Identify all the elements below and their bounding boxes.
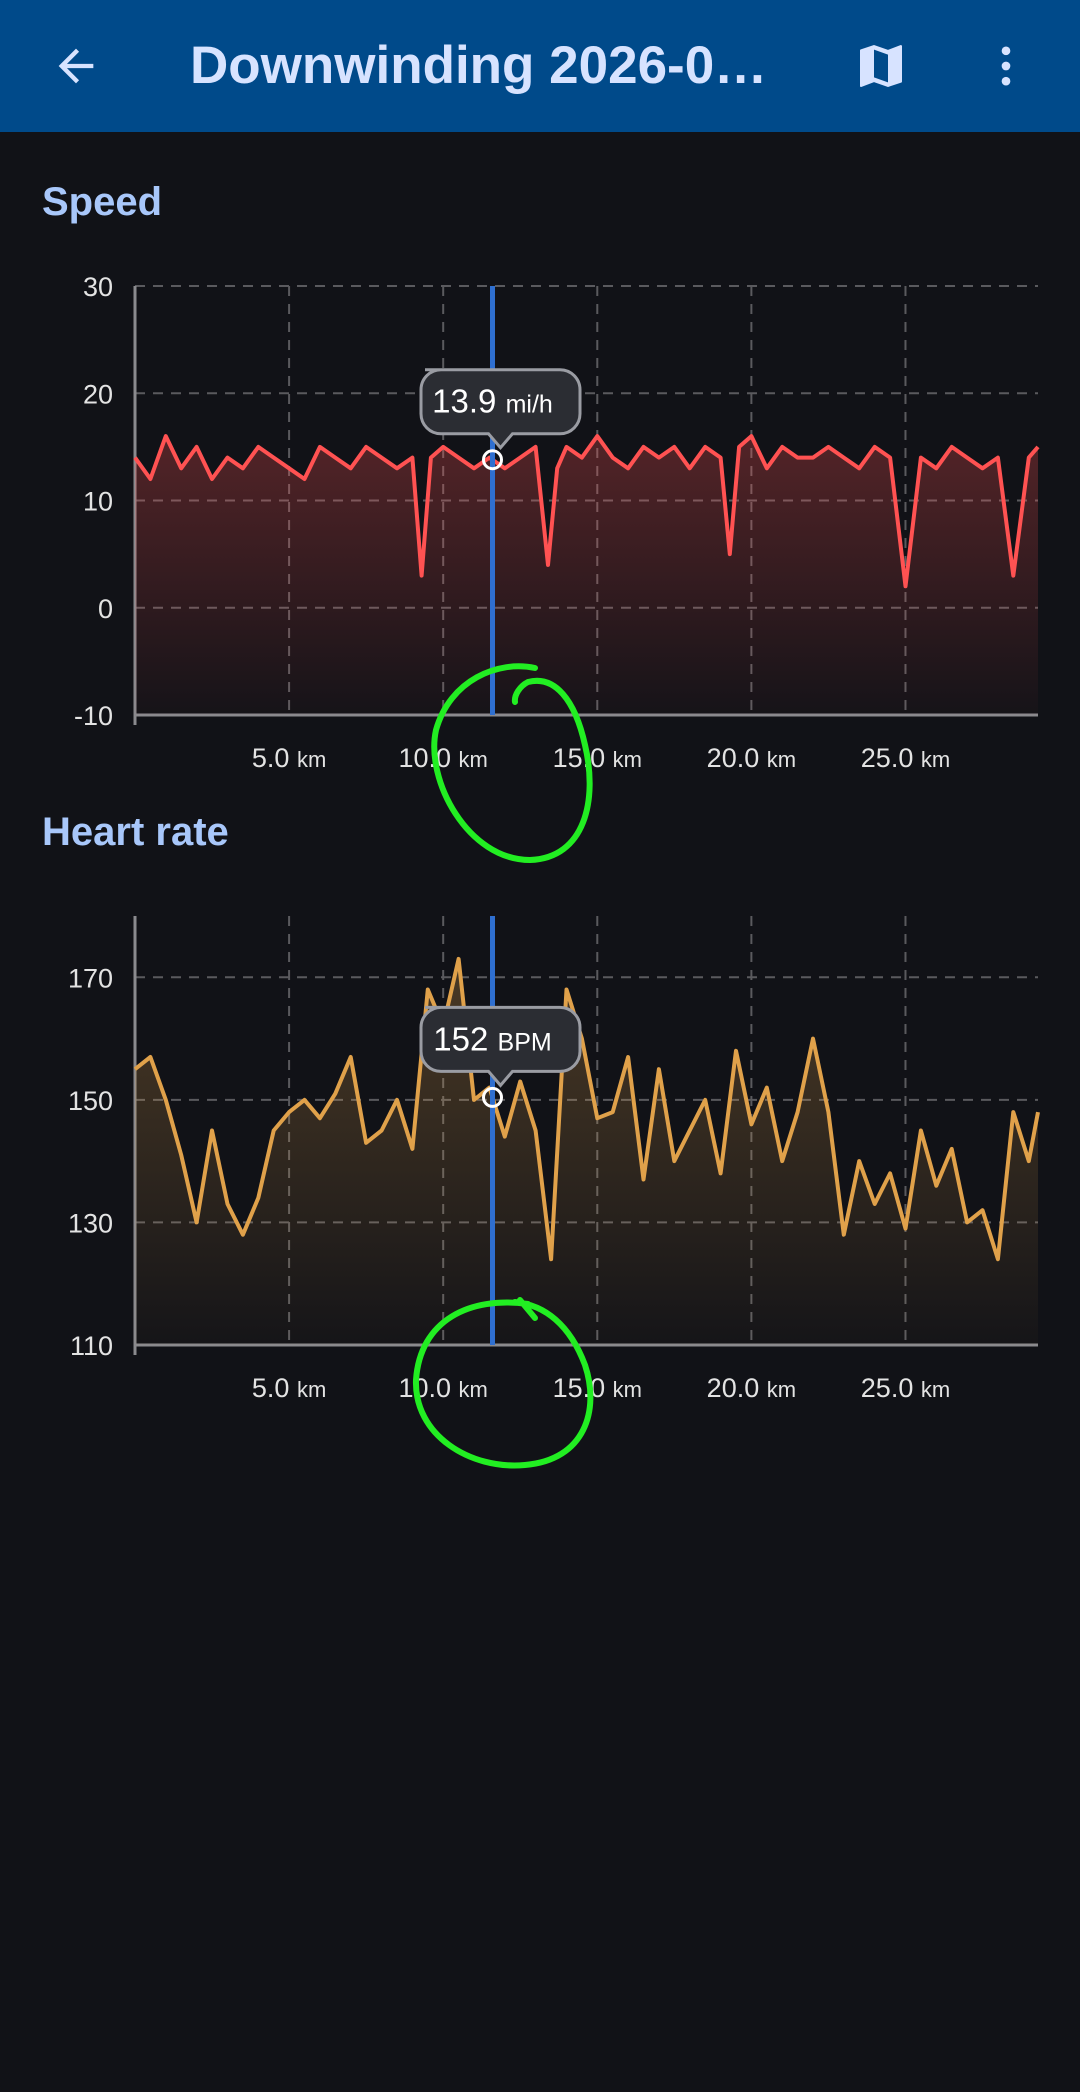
more-options-button[interactable] bbox=[940, 0, 1072, 132]
x-tick-label: 10.0 km bbox=[398, 1373, 487, 1403]
arrow-left-icon bbox=[58, 48, 94, 84]
cursor-marker bbox=[482, 1086, 504, 1108]
x-tick-label: 25.0 km bbox=[861, 1373, 950, 1403]
tooltip-value: 152 BPM bbox=[433, 1020, 551, 1057]
annotation-circle-speed bbox=[431, 663, 593, 864]
more-vertical-icon bbox=[1001, 46, 1011, 86]
y-tick-label: 0 bbox=[98, 594, 113, 624]
y-tick-label: 170 bbox=[68, 963, 113, 993]
map-icon bbox=[860, 45, 902, 87]
x-tick-label: 20.0 km bbox=[707, 743, 796, 773]
y-tick-label: -10 bbox=[74, 701, 113, 731]
x-tick-label: 5.0 km bbox=[252, 1373, 326, 1403]
y-tick-label: 130 bbox=[68, 1208, 113, 1238]
cursor-marker bbox=[482, 449, 504, 471]
y-tick-label: 10 bbox=[83, 487, 113, 517]
series-area bbox=[135, 958, 1038, 1345]
tooltip-bubble bbox=[419, 368, 582, 451]
x-tick-label: 5.0 km bbox=[252, 743, 326, 773]
heart-rate-chart[interactable]: 170 150 130 110 5.0 km 10.0 km 15.0 km 20.0 km 2… bbox=[0, 890, 1080, 1450]
x-tick-label: 20.0 km bbox=[707, 1373, 796, 1403]
map-button[interactable] bbox=[815, 0, 947, 132]
annotation-circle-heart-rate bbox=[412, 1297, 594, 1469]
series-line bbox=[133, 956, 1040, 1262]
speed-section-title: Speed bbox=[42, 180, 163, 224]
y-tick-label: 20 bbox=[83, 379, 113, 409]
y-tick-label: 30 bbox=[83, 272, 113, 302]
y-tick-label: 110 bbox=[70, 1331, 113, 1361]
x-tick-label: 15.0 km bbox=[553, 1373, 642, 1403]
y-tick-label: 150 bbox=[68, 1086, 113, 1116]
cursor-tooltip: 13.9 mi/h bbox=[419, 368, 582, 451]
heart-rate-section-title: Heart rate bbox=[42, 810, 229, 854]
tooltip-bubble bbox=[419, 1005, 582, 1088]
tooltip-value: 13.9 mi/h bbox=[432, 383, 553, 420]
x-tick-label: 10.0 km bbox=[398, 743, 487, 773]
cursor-tooltip: 152 BPM bbox=[419, 1005, 582, 1088]
series-area bbox=[135, 436, 1038, 715]
x-tick-label: 25.0 km bbox=[861, 743, 950, 773]
series-line bbox=[133, 434, 1040, 589]
back-button[interactable] bbox=[10, 0, 142, 132]
app-bar: Downwinding 2026-0… bbox=[0, 0, 1080, 132]
